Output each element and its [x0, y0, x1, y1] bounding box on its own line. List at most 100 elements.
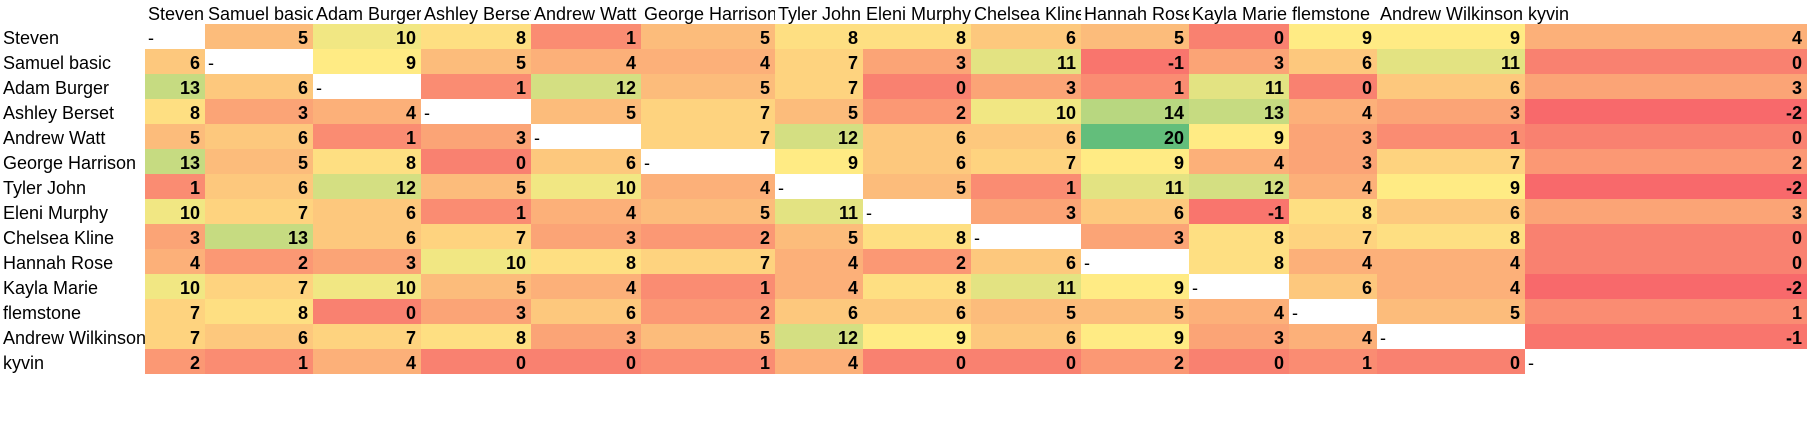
row-label: kyvin — [3, 353, 45, 373]
heatmap-cell: 2 — [863, 99, 971, 124]
heatmap-cell: 3 — [1525, 199, 1807, 224]
heatmap-cell: 9 — [1289, 24, 1377, 49]
column-header: George Harrison — [644, 4, 775, 24]
column-header: Eleni Murphy — [866, 4, 971, 24]
heatmap-cell: 10 — [145, 199, 205, 224]
heatmap-cell: 0 — [863, 74, 971, 99]
heatmap-cell: 5 — [1377, 299, 1525, 324]
heatmap-cell: 7 — [145, 299, 205, 324]
heatmap-cell: 10 — [313, 24, 421, 49]
heatmap-cell: 8 — [205, 299, 313, 324]
heatmap-cell: 0 — [313, 299, 421, 324]
heatmap-cell: 3 — [971, 74, 1081, 99]
heatmap-cell: 3 — [313, 249, 421, 274]
heatmap-cell: 6 — [531, 149, 641, 174]
heatmap-cell: 3 — [205, 99, 313, 124]
heatmap-cell: 6 — [971, 24, 1081, 49]
heatmap-cell: 20 — [1081, 124, 1189, 149]
heatmap-cell: 5 — [531, 99, 641, 124]
heatmap-cell: 7 — [641, 124, 775, 149]
heatmap-cell: 0 — [1525, 124, 1807, 149]
heatmap-cell: 7 — [775, 49, 863, 74]
column-header: Tyler John — [778, 4, 862, 24]
heatmap-cell: 5 — [205, 149, 313, 174]
row-label: Adam Burger — [3, 78, 110, 98]
heatmap-cell: 7 — [145, 324, 205, 349]
heatmap-cell: 4 — [775, 249, 863, 274]
heatmap-cell: 7 — [313, 324, 421, 349]
diagonal-cell: - — [971, 224, 1081, 249]
heatmap-cell: 8 — [1189, 224, 1289, 249]
heatmap-cell: 9 — [1081, 274, 1189, 299]
heatmap-cell: 13 — [205, 224, 313, 249]
heatmap-cell: 4 — [145, 249, 205, 274]
heatmap-cell: 1 — [205, 349, 313, 374]
heatmap-cell: 4 — [531, 199, 641, 224]
heatmap-cell: 4 — [1289, 249, 1377, 274]
heatmap-cell: 3 — [863, 49, 971, 74]
heatmap-cell: 11 — [971, 274, 1081, 299]
heatmap-cell: 4 — [1377, 274, 1525, 299]
heatmap-cell: 4 — [531, 49, 641, 74]
row-label: Ashley Berset — [3, 103, 115, 123]
heatmap-cell: 6 — [1377, 199, 1525, 224]
heatmap-cell: 4 — [1377, 249, 1525, 274]
heatmap-cell: 3 — [145, 224, 205, 249]
row-label: Andrew Wilkinson — [3, 328, 145, 348]
heatmap-cell: 6 — [1377, 74, 1525, 99]
diagonal-cell: - — [313, 74, 421, 99]
heatmap-cell: 4 — [1189, 299, 1289, 324]
heatmap-cell: 4 — [313, 349, 421, 374]
heatmap-cell: 7 — [641, 99, 775, 124]
heatmap-cell: 8 — [421, 24, 531, 49]
heatmap-cell: 4 — [641, 174, 775, 199]
heatmap-cell: 10 — [421, 249, 531, 274]
heatmap-cell: 5 — [775, 99, 863, 124]
heatmap-cell: 5 — [863, 174, 971, 199]
heatmap-cell: 6 — [863, 124, 971, 149]
heatmap-cell: 9 — [1189, 124, 1289, 149]
heatmap-cell: 8 — [313, 149, 421, 174]
heatmap-cell: 1 — [1525, 299, 1807, 324]
heatmap-cell: 8 — [863, 24, 971, 49]
heatmap-cell: 10 — [313, 274, 421, 299]
heatmap-cell: 6 — [775, 299, 863, 324]
heatmap-cell: 2 — [1525, 149, 1807, 174]
heatmap-cell: 2 — [205, 249, 313, 274]
row-label: Eleni Murphy — [3, 203, 109, 223]
heatmap-cell: 6 — [313, 224, 421, 249]
heatmap-cell: 12 — [313, 174, 421, 199]
heatmap-cell: 5 — [971, 299, 1081, 324]
heatmap-cell: 6 — [205, 74, 313, 99]
heatmap-cell: 5 — [421, 274, 531, 299]
column-header: Hannah Rose — [1084, 4, 1189, 24]
heatmap-cell: 1 — [971, 174, 1081, 199]
diagonal-cell: - — [1377, 324, 1525, 349]
heatmap-cell: 1 — [641, 274, 775, 299]
heatmap-cell: 4 — [775, 274, 863, 299]
heatmap-cell: 2 — [641, 299, 775, 324]
heatmap-cell: 1 — [421, 74, 531, 99]
heatmap-cell: 8 — [1289, 199, 1377, 224]
row-label: Steven — [3, 28, 60, 48]
heatmap-cell: 5 — [641, 199, 775, 224]
row-label: Andrew Watt — [3, 128, 106, 148]
heatmap-cell: -2 — [1525, 174, 1807, 199]
heatmap-cell: 6 — [1081, 199, 1189, 224]
heatmap-cell: 6 — [1289, 274, 1377, 299]
column-header: Steven — [148, 4, 205, 24]
heatmap-cell: 6 — [971, 324, 1081, 349]
heatmap-cell: 3 — [531, 224, 641, 249]
heatmap-cell: 3 — [1189, 324, 1289, 349]
heatmap-cell: 4 — [1189, 149, 1289, 174]
heatmap-cell: 6 — [1289, 49, 1377, 74]
heatmap-cell: 6 — [863, 149, 971, 174]
heatmap-cell: 3 — [1377, 99, 1525, 124]
heatmap-cell: 7 — [1377, 149, 1525, 174]
heatmap-cell: 5 — [421, 174, 531, 199]
heatmap-cell: 12 — [1189, 174, 1289, 199]
heatmap-cell: 5 — [641, 324, 775, 349]
diagonal-cell: - — [641, 149, 775, 174]
heatmap-cell: 8 — [1377, 224, 1525, 249]
heatmap-cell: 0 — [1189, 349, 1289, 374]
